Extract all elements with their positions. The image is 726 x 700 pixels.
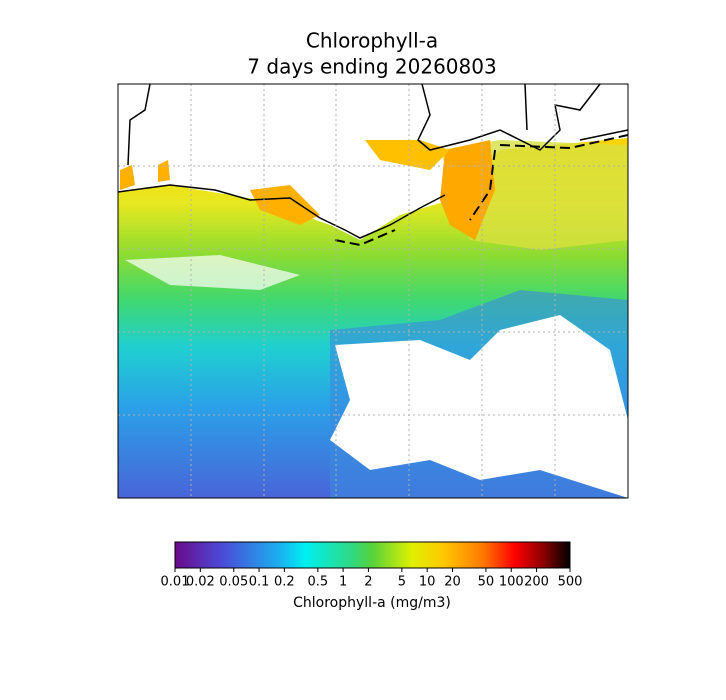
map-title: Chlorophyll-a bbox=[306, 29, 438, 53]
colorbar-tick-label: 10 bbox=[419, 575, 436, 590]
colorbar-label: Chlorophyll-a (mg/m3) bbox=[293, 595, 451, 611]
colorbar-tick-label: 100 bbox=[499, 575, 524, 590]
colorbar-tick-label: 500 bbox=[558, 575, 583, 590]
colorbar-tick-label: 1 bbox=[339, 575, 347, 590]
colorbar-tick-label: 0.2 bbox=[274, 575, 295, 590]
colorbar-tick-label: 50 bbox=[478, 575, 495, 590]
coastline bbox=[118, 84, 628, 247]
map-frame bbox=[117, 83, 629, 499]
colorbar-tick-label: 20 bbox=[444, 575, 461, 590]
colorbar-tick-label: 5 bbox=[398, 575, 406, 590]
map-subtitle: 7 days ending 20260803 bbox=[247, 55, 496, 79]
colorbar-tick-label: 0.5 bbox=[307, 575, 328, 590]
colorbar-tick-label: 2 bbox=[364, 575, 372, 590]
colorbar-tick-label: 0.1 bbox=[249, 575, 270, 590]
colorbar-tick-label: 0.01 bbox=[161, 575, 190, 590]
graticule bbox=[118, 84, 628, 498]
colorbar-tick-label: 0.05 bbox=[219, 575, 248, 590]
colorbar bbox=[174, 541, 571, 569]
colorbar-tick-label: 200 bbox=[524, 575, 549, 590]
colorbar-tick-label: 0.02 bbox=[186, 575, 215, 590]
map-area bbox=[118, 84, 628, 498]
